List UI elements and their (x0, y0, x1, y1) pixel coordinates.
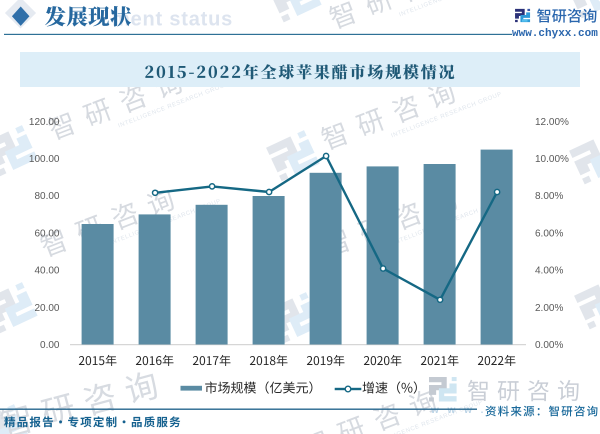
svg-text:6.00%: 6.00% (535, 228, 563, 239)
svg-text:120.00: 120.00 (29, 117, 60, 128)
svg-text:0.00%: 0.00% (535, 340, 563, 351)
svg-text:20.00: 20.00 (34, 303, 59, 314)
svg-text:2.00%: 2.00% (535, 303, 563, 314)
svg-text:4.00%: 4.00% (535, 266, 563, 277)
svg-text:8.00%: 8.00% (535, 191, 563, 202)
svg-text:10.00%: 10.00% (535, 154, 569, 165)
svg-text:60.00: 60.00 (34, 228, 59, 239)
svg-text:40.00: 40.00 (34, 266, 59, 277)
svg-text:w w w .: w w w . (430, 405, 486, 416)
svg-text:100.00: 100.00 (29, 154, 60, 165)
svg-text:www.chyxx.com: www.chyxx.com (512, 28, 598, 40)
svg-text:12.00%: 12.00% (535, 117, 569, 128)
svg-text:INTELLIGENCE RESEARCH GROUP: INTELLIGENCE RESEARCH GROUP (398, 0, 511, 18)
svg-text:0.00: 0.00 (40, 340, 60, 351)
svg-text:ment status: ment status (112, 8, 233, 30)
svg-text:80.00: 80.00 (34, 191, 59, 202)
